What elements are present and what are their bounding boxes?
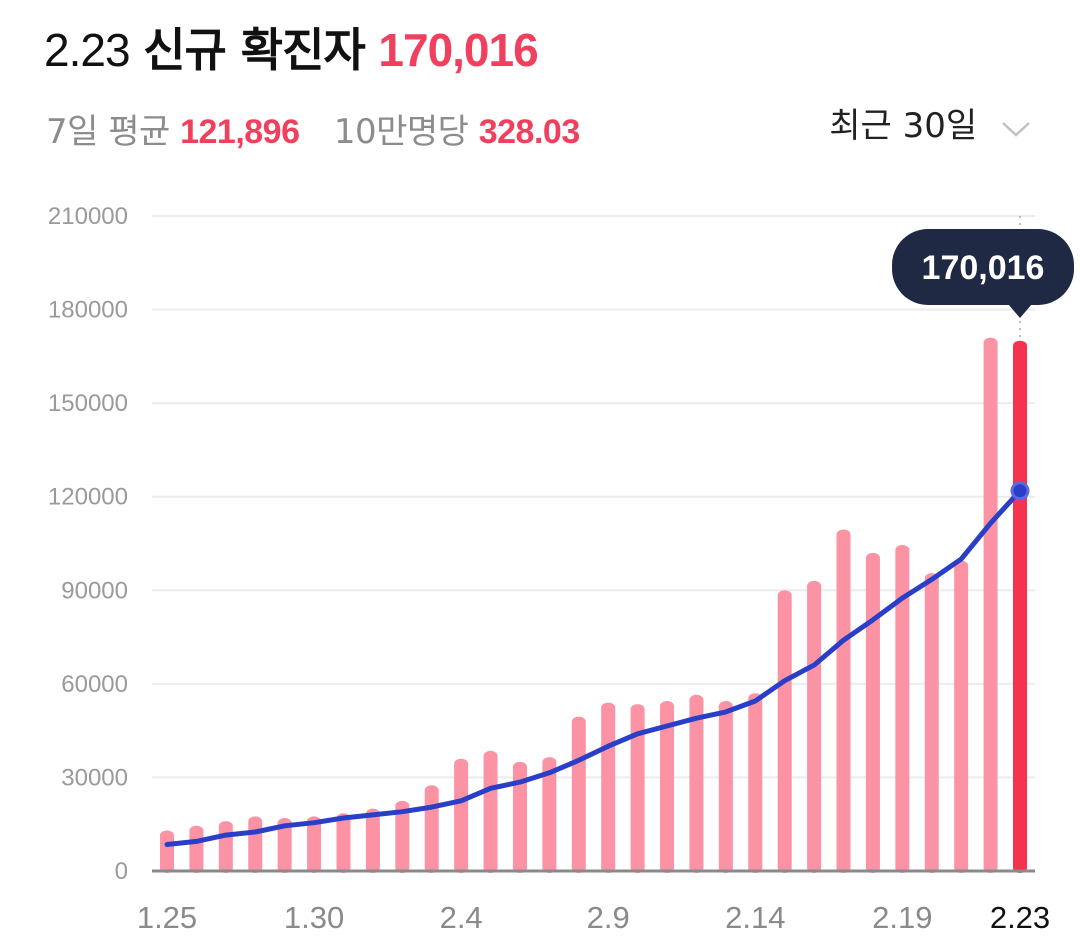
- chevron-down-icon: [1000, 108, 1032, 148]
- bar[interactable]: [748, 693, 763, 873]
- bar[interactable]: [924, 573, 939, 873]
- bar[interactable]: [218, 821, 233, 873]
- bar[interactable]: [571, 716, 586, 873]
- x-tick-label: 2.19: [872, 900, 932, 935]
- bar[interactable]: [630, 704, 645, 873]
- bar-highlighted[interactable]: [1013, 340, 1027, 873]
- bar[interactable]: [248, 816, 263, 873]
- page-title: 2.23 신규 확진자 170,016: [44, 14, 539, 80]
- y-tick-label: 0: [115, 858, 128, 885]
- tooltip-pointer: [1008, 304, 1032, 318]
- bar[interactable]: [601, 702, 616, 873]
- x-tick-label: 2.23: [990, 900, 1050, 935]
- average-end-point: [1010, 481, 1030, 501]
- bar[interactable]: [895, 545, 910, 873]
- range-dropdown[interactable]: 최근 30일: [829, 98, 1032, 148]
- title-label: 신규 확진자: [143, 23, 366, 77]
- bar[interactable]: [689, 694, 704, 873]
- bar[interactable]: [660, 701, 675, 873]
- average-line: [164, 488, 1023, 847]
- bar[interactable]: [277, 817, 292, 873]
- bar[interactable]: [512, 761, 527, 873]
- bar[interactable]: [807, 580, 822, 873]
- bar[interactable]: [365, 808, 380, 873]
- summary-row: 7일 평균 121,896 10만명당 328.03: [46, 104, 580, 153]
- bar[interactable]: [424, 785, 439, 873]
- x-tick-label: 2.4: [440, 900, 483, 935]
- avg-value: 121,896: [180, 113, 300, 151]
- title-date: 2.23: [44, 24, 131, 76]
- bar[interactable]: [836, 529, 851, 873]
- x-tick-label: 2.14: [725, 900, 785, 935]
- y-tick-label: 120000: [48, 484, 128, 511]
- x-tick-label: 2.9: [587, 900, 630, 935]
- tooltip-value: 170,016: [922, 249, 1045, 287]
- bar[interactable]: [954, 560, 969, 873]
- bar[interactable]: [542, 757, 557, 873]
- range-label: 최근 30일: [829, 106, 978, 146]
- value-tooltip: 170,016: [892, 229, 1074, 318]
- avg-label: 7일 평균: [46, 112, 170, 152]
- x-tick-label: 1.25: [137, 900, 197, 935]
- tooltip-bubble: [892, 229, 1074, 305]
- bar[interactable]: [395, 800, 410, 873]
- y-tick-label: 30000: [61, 764, 128, 791]
- bar[interactable]: [718, 701, 733, 873]
- y-tick-label: 210000: [48, 203, 128, 230]
- y-tick-label: 60000: [61, 671, 128, 698]
- title-count: 170,016: [378, 24, 538, 76]
- x-tick-label: 1.30: [284, 900, 344, 935]
- bar[interactable]: [777, 590, 792, 873]
- bar[interactable]: [160, 830, 174, 873]
- y-tick-label: 150000: [48, 390, 128, 417]
- bar[interactable]: [454, 758, 469, 873]
- bar[interactable]: [307, 816, 322, 873]
- y-tick-label: 180000: [48, 297, 128, 324]
- bar[interactable]: [983, 337, 998, 874]
- bar[interactable]: [336, 813, 351, 873]
- per-value: 328.03: [478, 113, 581, 151]
- y-tick-label: 90000: [61, 577, 128, 604]
- per-label: 10만명당: [333, 112, 469, 152]
- bar[interactable]: [865, 552, 880, 873]
- bar[interactable]: [189, 825, 204, 873]
- bar[interactable]: [483, 750, 498, 873]
